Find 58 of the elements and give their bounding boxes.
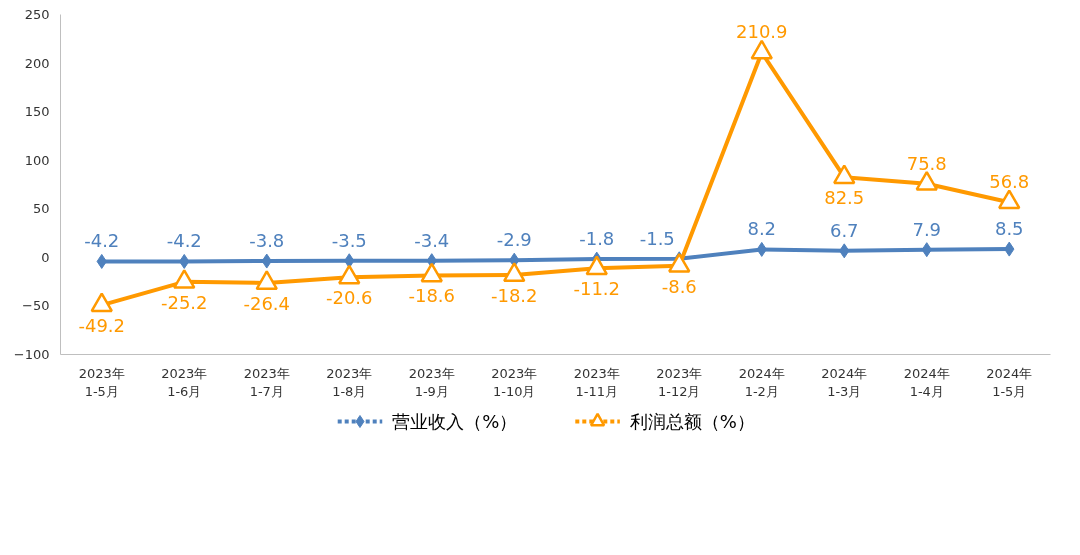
point <box>750 39 773 60</box>
data-label: -20.6 <box>325 287 373 309</box>
legend-label: 利润总额（%） <box>629 411 755 432</box>
point <box>915 170 938 191</box>
y-tick-label: 150 <box>24 104 50 120</box>
data-label: -4.2 <box>84 230 120 252</box>
data-label: -8.6 <box>661 275 697 297</box>
data-label: 6.7 <box>829 219 859 241</box>
point <box>668 252 691 273</box>
data-label: -18.2 <box>490 285 538 307</box>
x-tick-label: 2023年 1-11月 <box>573 365 620 399</box>
point <box>173 269 196 289</box>
data-label: -3.4 <box>414 229 450 251</box>
data-label: -25.2 <box>160 291 208 313</box>
point <box>255 270 278 291</box>
data-label: -49.2 <box>78 315 126 337</box>
data-label: 75.8 <box>906 152 947 174</box>
data-label: -3.5 <box>331 229 367 251</box>
x-tick-label: 2024年 1-4月 <box>903 365 950 399</box>
y-tick-label: −50 <box>22 298 50 314</box>
data-label: 56.8 <box>989 171 1030 193</box>
x-tick-label: 2023年 1-6月 <box>161 365 208 399</box>
data-label: -2.9 <box>496 229 532 251</box>
y-tick-label: 0 <box>41 249 50 265</box>
data-label: -4.2 <box>166 230 202 252</box>
data-label: -11.2 <box>573 278 621 300</box>
point <box>338 264 361 285</box>
x-tick-label: 2023年 1-7月 <box>243 365 290 399</box>
x-tick-label: 2024年 1-5月 <box>986 365 1033 399</box>
y-tick-label: −100 <box>13 347 50 362</box>
x-tick-label: 2023年 1-5月 <box>78 365 125 399</box>
data-label: 7.9 <box>912 218 942 240</box>
data-label: -1.5 <box>639 227 675 249</box>
point <box>998 189 1021 210</box>
y-tick-label: 250 <box>24 7 50 22</box>
y-tick-label: 100 <box>24 152 50 168</box>
point <box>833 164 856 185</box>
y-tick-label: 200 <box>24 55 50 71</box>
data-label: 210.9 <box>735 21 788 43</box>
x-tick-label: 2023年 1-8月 <box>326 365 373 399</box>
point <box>585 255 608 276</box>
data-label: -3.8 <box>249 230 285 252</box>
data-label: -18.6 <box>408 285 456 307</box>
data-label: -1.8 <box>579 228 615 250</box>
x-tick-label: 2024年 1-2月 <box>738 365 785 399</box>
point <box>503 262 526 283</box>
point <box>420 262 443 283</box>
data-label: 82.5 <box>824 187 865 209</box>
x-tick-label: 2023年 1-9月 <box>408 365 455 399</box>
x-tick-label: 2023年 1-10月 <box>491 365 538 399</box>
data-label: -26.4 <box>243 293 291 314</box>
data-label: 8.2 <box>747 218 777 240</box>
x-tick-label: 2024年 1-3月 <box>821 365 868 399</box>
point <box>90 292 113 313</box>
data-label: 8.5 <box>994 218 1024 240</box>
legend-label: 营业收入（%） <box>392 411 518 432</box>
x-tick-label: 2023年 1-12月 <box>656 365 703 399</box>
y-tick-label: 50 <box>32 201 50 217</box>
